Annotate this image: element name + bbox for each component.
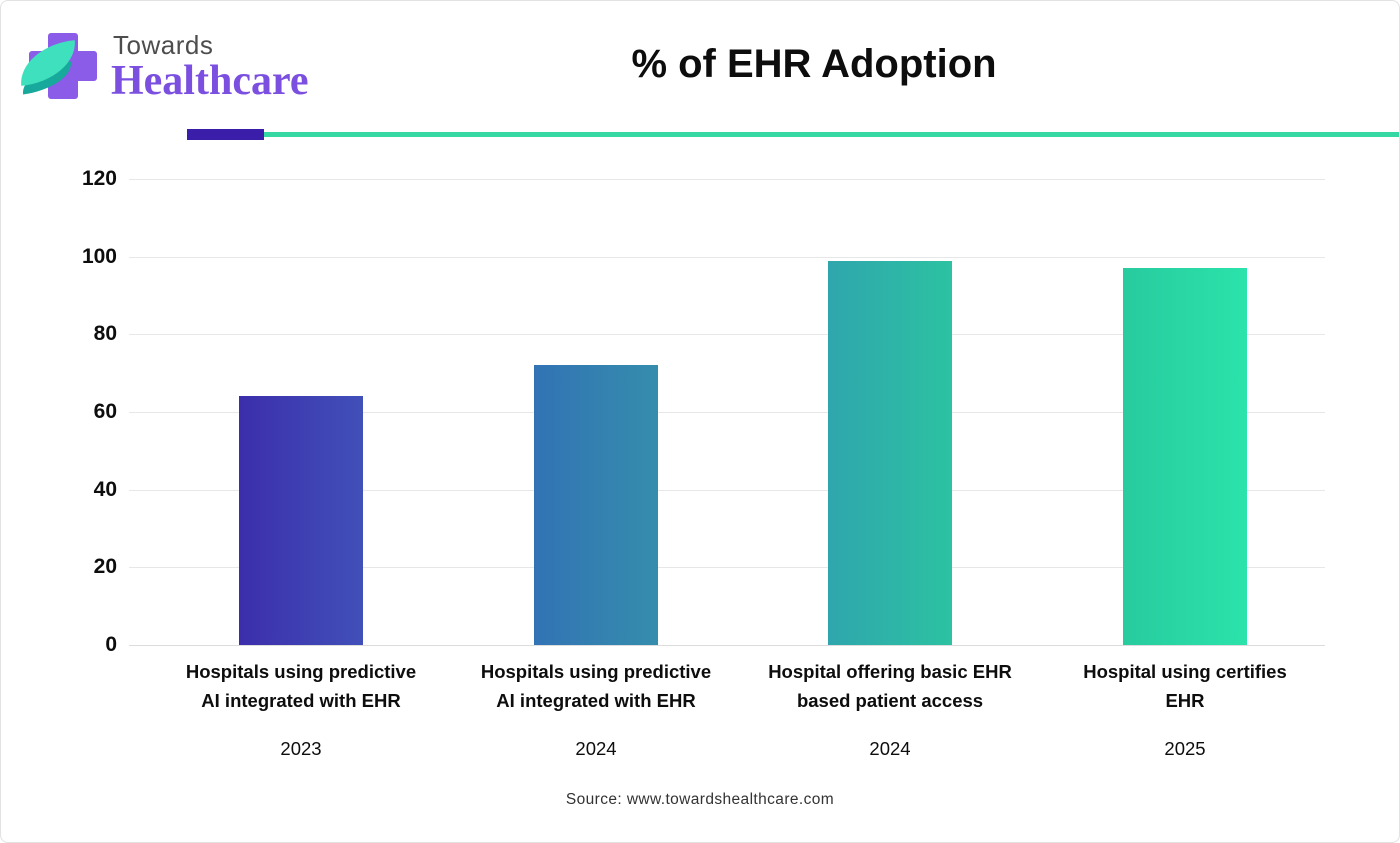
- x-axis-category-label: Hospitals using predictive AI integrated…: [480, 661, 712, 711]
- towards-healthcare-logo: Towards Healthcare: [17, 27, 309, 105]
- divider-line: [264, 132, 1399, 137]
- y-axis-tick-20: 20: [93, 555, 117, 579]
- gridline-20: [129, 567, 1325, 569]
- x-axis-year-label: 2025: [1164, 738, 1206, 759]
- x-axis-year-label: 2024: [869, 738, 911, 759]
- y-axis-tick-80: 80: [93, 322, 117, 346]
- gridline-40: [129, 489, 1325, 491]
- logo-text-towards: Towards: [113, 30, 214, 60]
- x-axis-category-label: Hospitals using predictive AI integrated…: [185, 661, 417, 711]
- logo-text-healthcare: Healthcare: [111, 58, 309, 104]
- y-axis-tick-120: 120: [81, 167, 117, 190]
- gridline-100: [129, 256, 1325, 258]
- gridline-0: [129, 645, 1325, 646]
- x-axis-year-label: 2024: [575, 738, 617, 759]
- bar-2023: [239, 396, 363, 645]
- y-axis-tick-100: 100: [81, 244, 117, 268]
- divider-accent-bar: [187, 129, 264, 140]
- bar-2024: [534, 365, 658, 645]
- gridline-60: [129, 412, 1325, 413]
- gridline-80: [129, 334, 1325, 336]
- x-axis-year-label: 2023: [280, 738, 322, 759]
- bar-2024: [828, 260, 952, 645]
- y-axis-tick-40: 40: [93, 477, 117, 501]
- gridline-120: [129, 179, 1325, 180]
- medical-cross-leaf-icon: [17, 31, 99, 101]
- y-axis-tick-60: 60: [93, 400, 117, 423]
- bar-2025: [1123, 268, 1247, 645]
- chart-title: % of EHR Adoption: [631, 42, 997, 86]
- y-axis-tick-0: 0: [105, 633, 117, 656]
- x-axis-category-label: Hospital using certifies EHR: [1083, 661, 1287, 711]
- source-note: Source: www.towardshealthcare.com: [565, 791, 835, 808]
- x-axis-category-label: Hospital offering basic EHR based patien…: [768, 661, 1012, 711]
